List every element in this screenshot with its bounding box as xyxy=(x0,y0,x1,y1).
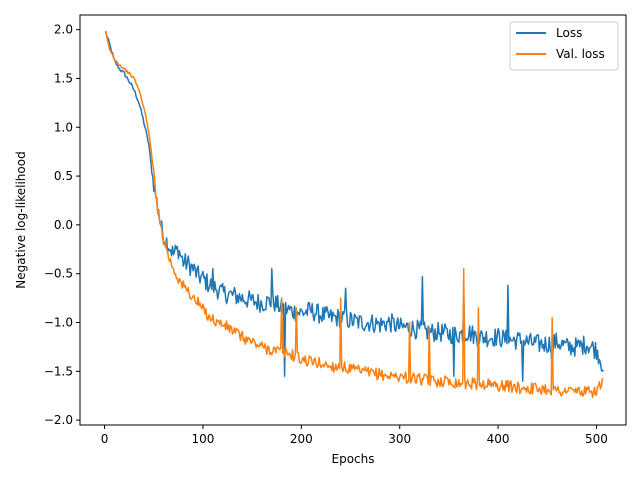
y-tick-label: 0.5 xyxy=(54,169,73,183)
legend-label-val-loss: Val. loss xyxy=(556,47,605,61)
plot-frame xyxy=(79,14,627,426)
y-tick-label: 0.0 xyxy=(54,218,73,232)
x-axis-label: Epochs xyxy=(332,452,375,466)
legend-label-loss: Loss xyxy=(556,26,582,40)
y-tick-label: −0.5 xyxy=(44,267,73,281)
y-tick-label: −2.0 xyxy=(44,413,73,427)
y-tick-label: 1.5 xyxy=(54,71,73,85)
x-tick-label: 100 xyxy=(192,432,215,446)
plot-background xyxy=(80,15,626,425)
x-tick-label: 400 xyxy=(487,432,510,446)
series-layer xyxy=(104,30,605,398)
x-tick-label: 200 xyxy=(290,432,313,446)
y-tick-label: −1.5 xyxy=(44,364,73,378)
series-line-val-loss xyxy=(104,31,604,398)
y-axis-ticks: −2.0 −1.5 −1.0 −0.5 0.0 0.5 1.0 1.5 2.0 xyxy=(44,23,80,427)
y-tick-label: 1.0 xyxy=(54,120,73,134)
x-axis-ticks: 0 100 200 300 400 500 xyxy=(101,425,608,446)
x-tick-label: 0 xyxy=(101,432,109,446)
y-axis-label: Negative log-likelihood xyxy=(14,151,28,288)
y-tick-label: −1.0 xyxy=(44,316,73,330)
series-line-loss xyxy=(104,30,605,382)
x-tick-label: 300 xyxy=(388,432,411,446)
legend: Loss Val. loss xyxy=(509,21,619,71)
x-tick-label: 500 xyxy=(585,432,608,446)
y-tick-label: 2.0 xyxy=(54,23,73,37)
